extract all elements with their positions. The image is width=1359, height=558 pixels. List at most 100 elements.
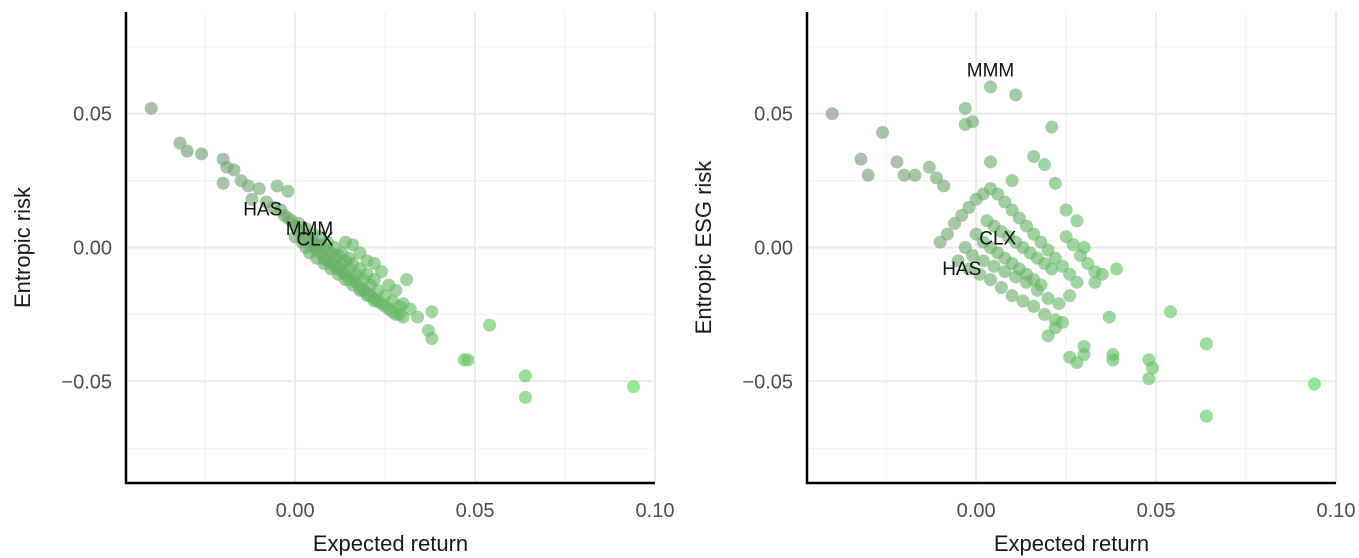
scatter-point <box>518 390 532 404</box>
scatter-point <box>392 299 406 313</box>
x-tick-label: 0.00 <box>276 500 315 522</box>
scatter-point <box>626 380 640 394</box>
scatter-point <box>966 249 980 263</box>
scatter-point <box>461 353 475 367</box>
point-annotation-clx: CLX <box>979 229 1016 250</box>
scatter-point <box>1199 337 1213 351</box>
scatter-point <box>1199 409 1213 423</box>
y-axis-title: Entropic ESG risk <box>691 160 716 335</box>
scatter-point <box>937 179 951 193</box>
scatter-point <box>1041 291 1055 305</box>
scatter-point <box>245 192 259 206</box>
x-axis-title: Expected return <box>313 531 468 556</box>
y-tick-label: −0.05 <box>61 371 112 393</box>
right-panel-entropic-esg-risk: MMM CLX HAS 0.00 0.05 0.10 −0.05 0.00 0.05 Expect… <box>691 12 1355 556</box>
scatter-point <box>195 147 209 161</box>
scatter-point <box>482 318 496 332</box>
y-tick-label: −0.05 <box>742 371 793 393</box>
scatter-point <box>1307 377 1321 391</box>
scatter-point <box>425 331 439 345</box>
y-tick-label: 0.05 <box>754 104 793 126</box>
scatter-point <box>1106 353 1120 367</box>
scatter-point <box>1102 310 1116 324</box>
scatter-point <box>518 369 532 383</box>
scatter-point <box>270 179 284 193</box>
scatter-point <box>1027 299 1041 313</box>
scatter-point <box>1109 262 1123 276</box>
scatter-point <box>890 155 904 169</box>
scatter-point <box>922 160 936 174</box>
scatter-point <box>1048 176 1062 190</box>
scatter-point <box>1070 275 1084 289</box>
scatter-point <box>1142 372 1156 386</box>
scatter-point <box>281 211 295 225</box>
scatter-point <box>1009 88 1023 102</box>
scatter-point <box>1045 262 1059 276</box>
scatter-point <box>281 184 295 198</box>
point-annotation-has: HAS <box>243 199 282 220</box>
scatter-point <box>962 262 976 276</box>
scatter-point <box>367 294 381 308</box>
scatter-point <box>227 163 241 177</box>
scatter-point <box>854 152 868 166</box>
scatter-point <box>1045 120 1059 134</box>
scatter-point <box>375 265 389 279</box>
scatter-point <box>1066 238 1080 252</box>
scatter-point <box>1059 203 1073 217</box>
scatter-point <box>342 251 356 265</box>
scatter-point <box>984 155 998 169</box>
data-points <box>144 101 640 404</box>
scatter-point <box>1077 241 1091 254</box>
scatter-point <box>1038 158 1052 172</box>
scatter-point <box>1063 350 1077 364</box>
scatter-point <box>987 259 1001 273</box>
scatter-point <box>1005 289 1019 303</box>
scatter-point <box>908 168 922 182</box>
scatter-point <box>1030 283 1044 297</box>
scatter-point <box>1038 307 1052 321</box>
scatter-point <box>958 101 972 115</box>
scatter-point <box>861 168 875 182</box>
scatter-point <box>1016 294 1030 308</box>
point-annotation-clx: CLX <box>296 229 333 250</box>
scatter-point <box>216 176 230 190</box>
x-tick-label: 0.05 <box>456 500 495 522</box>
scatter-point <box>1145 361 1159 375</box>
scatter-point <box>876 125 890 139</box>
x-axis-title: Expected return <box>994 531 1149 556</box>
scatter-point <box>1088 275 1102 289</box>
scatter-point <box>1009 270 1023 284</box>
scatter-point <box>1052 297 1066 311</box>
scatter-point <box>1070 214 1084 228</box>
scatter-point <box>897 168 911 182</box>
scatter-point <box>1020 275 1034 289</box>
scatter-point <box>1005 174 1019 188</box>
y-axis-title: Entropic risk <box>10 186 35 308</box>
point-annotation-mmm: MMM <box>967 60 1014 81</box>
scatter-point <box>241 179 255 193</box>
scatter-point <box>984 273 998 287</box>
y-tick-label: 0.05 <box>73 104 112 126</box>
x-tick-label: 0.10 <box>636 500 675 522</box>
point-annotation-mmm: MMM <box>286 219 333 240</box>
scatter-point <box>1027 150 1041 164</box>
scatter-point <box>299 241 313 254</box>
scatter-point <box>1048 313 1062 327</box>
scatter-point <box>425 305 439 319</box>
scatter-point <box>144 101 158 115</box>
scatter-point <box>1077 340 1091 354</box>
x-tick-label: 0.00 <box>957 500 996 522</box>
scatter-point <box>973 267 987 281</box>
point-annotation-has: HAS <box>942 259 981 280</box>
scatter-point <box>966 115 980 129</box>
scatter-point <box>994 281 1008 295</box>
scatter-point <box>400 273 414 287</box>
y-tick-label: 0.00 <box>754 238 793 260</box>
x-tick-label: 0.05 <box>1137 500 1176 522</box>
scatter-point <box>403 302 417 316</box>
data-points <box>825 80 1321 423</box>
scatter-point <box>984 80 998 94</box>
